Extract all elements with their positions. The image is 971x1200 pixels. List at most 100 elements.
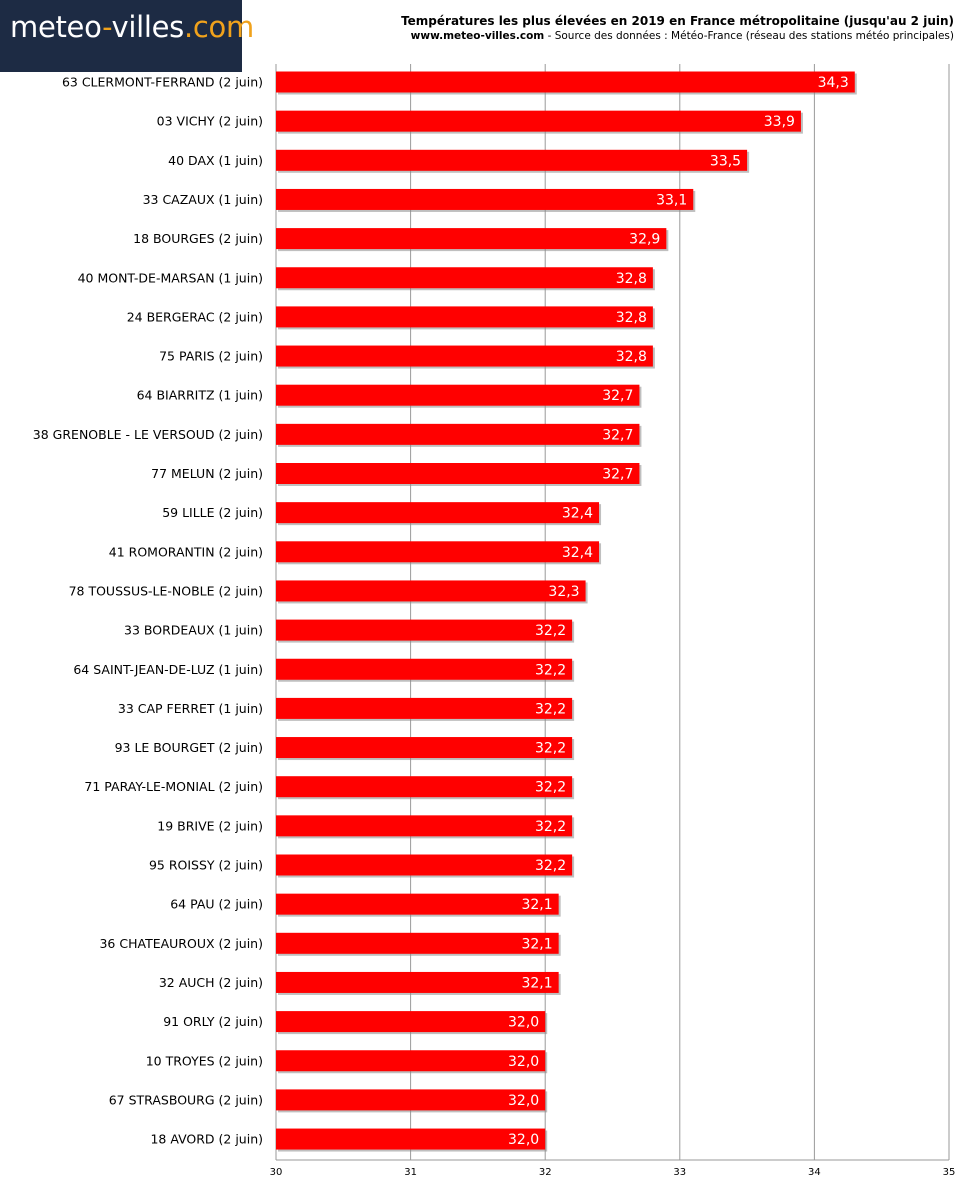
bar-value-label: 32,4: [562, 506, 593, 522]
site-logo: meteo-villes.com: [0, 0, 254, 72]
x-tick-label: 30: [270, 1167, 283, 1178]
bar-value-label: 32,8: [616, 349, 647, 365]
category-label: 33 CAP FERRET (1 juin): [118, 701, 263, 716]
bar: [276, 1011, 546, 1033]
bar: [276, 502, 600, 524]
x-tick-label: 32: [539, 1167, 552, 1178]
bar: [276, 345, 653, 367]
category-label: 40 MONT-DE-MARSAN (1 juin): [78, 270, 263, 285]
category-label: 19 BRIVE (2 juin): [157, 818, 263, 833]
logo-part-meteo: meteo: [10, 10, 103, 44]
bar-value-label: 32,0: [508, 1015, 539, 1031]
bar-value-label: 32,0: [508, 1054, 539, 1070]
bar-value-label: 33,5: [710, 153, 741, 169]
bar: [276, 1089, 546, 1111]
bar: [276, 541, 600, 563]
bar: [276, 815, 573, 837]
bar-value-label: 32,2: [535, 662, 566, 678]
site-url: www.meteo-villes.com: [410, 30, 545, 42]
bar: [276, 854, 573, 876]
bar: [276, 463, 640, 484]
x-tick-label: 35: [943, 1167, 956, 1178]
logo-part-villes: villes: [111, 10, 184, 44]
bar: [276, 697, 573, 719]
bar-value-label: 33,1: [656, 192, 687, 208]
bar: [276, 580, 586, 602]
category-label: 40 DAX (1 juin): [168, 153, 263, 168]
bar-value-label: 33,9: [764, 114, 795, 130]
bar: [276, 188, 694, 210]
bar: [276, 267, 653, 289]
chart-subtitle: www.meteo-villes.com - Source des donnée…: [411, 30, 954, 42]
bar-value-label: 32,1: [521, 897, 552, 913]
bar-value-label: 32,1: [521, 936, 552, 952]
logo-text: meteo-villes.com: [10, 10, 254, 44]
category-label: 91 ORLY (2 juin): [163, 1014, 263, 1029]
bar: [276, 423, 640, 445]
bar: [276, 228, 667, 250]
data-source: - Source des données : Météo-France (rés…: [544, 30, 954, 42]
x-tick-label: 33: [673, 1167, 686, 1178]
category-label: 67 STRASBOURG (2 juin): [109, 1092, 263, 1107]
category-label: 71 PARAY-LE-MONIAL (2 juin): [84, 779, 263, 794]
category-label: 41 ROMORANTIN (2 juin): [109, 544, 263, 559]
category-label: 64 SAINT-JEAN-DE-LUZ (1 juin): [73, 662, 263, 677]
category-label: 78 TOUSSUS-LE-NOBLE (2 juin): [69, 583, 263, 598]
bar: [276, 1050, 546, 1072]
category-label: 93 LE BOURGET (2 juin): [115, 740, 263, 755]
bar-value-label: 32,0: [508, 1132, 539, 1148]
bar: [276, 932, 559, 954]
bar: [276, 149, 748, 171]
bar-value-label: 32,1: [521, 975, 552, 991]
bar: [276, 776, 573, 798]
bar: [276, 658, 573, 680]
bar-value-label: 32,8: [616, 271, 647, 287]
bar-value-label: 32,3: [548, 584, 579, 600]
logo-dash: -: [102, 10, 112, 44]
bar-value-label: 32,2: [535, 780, 566, 796]
bar-value-label: 32,4: [562, 545, 593, 561]
category-label: 63 CLERMONT-FERRAND (2 juin): [62, 75, 263, 90]
bar: [276, 71, 855, 93]
bar-value-label: 32,8: [616, 310, 647, 326]
bar-value-label: 32,0: [508, 1093, 539, 1109]
bar: [276, 384, 640, 406]
category-label: 75 PARIS (2 juin): [159, 349, 263, 364]
bar: [276, 110, 801, 132]
bar-value-label: 32,2: [535, 701, 566, 717]
bar-value-label: 32,7: [602, 427, 633, 443]
bar-value-label: 32,7: [602, 467, 633, 483]
category-label: 64 PAU (2 juin): [170, 897, 263, 912]
chart-title: Températures les plus élevées en 2019 en…: [401, 14, 954, 28]
category-label: 18 BOURGES (2 juin): [133, 231, 263, 246]
category-label: 77 MELUN (2 juin): [151, 466, 263, 481]
bar: [276, 306, 653, 328]
bar-value-label: 32,2: [535, 623, 566, 639]
category-label: 64 BIARRITZ (1 juin): [137, 388, 263, 403]
category-label: 03 VICHY (2 juin): [157, 114, 263, 129]
category-label: 24 BERGERAC (2 juin): [127, 309, 263, 324]
category-label: 10 TROYES (2 juin): [146, 1053, 263, 1068]
x-tick-label: 31: [404, 1167, 417, 1178]
bar-value-label: 32,2: [535, 858, 566, 874]
bar-value-label: 32,2: [535, 741, 566, 757]
category-label: 33 BORDEAUX (1 juin): [124, 623, 263, 638]
bar: [276, 893, 559, 915]
bar: [276, 1128, 546, 1150]
x-tick-label: 34: [808, 1167, 821, 1178]
bar-value-label: 32,2: [535, 819, 566, 835]
category-label: 18 AVORD (2 juin): [150, 1132, 263, 1147]
category-label: 38 GRENOBLE - LE VERSOUD (2 juin): [33, 427, 263, 442]
bar: [276, 971, 559, 993]
category-label: 95 ROISSY (2 juin): [149, 858, 263, 873]
bar-value-label: 32,7: [602, 388, 633, 404]
bar: [276, 619, 573, 641]
category-label: 36 CHATEAUROUX (2 juin): [99, 936, 263, 951]
logo-part-com: .com: [183, 10, 254, 44]
category-label: 59 LILLE (2 juin): [162, 505, 263, 520]
category-label: 32 AUCH (2 juin): [159, 975, 263, 990]
bar: [276, 737, 573, 759]
bar-value-label: 34,3: [818, 75, 849, 91]
bar-value-label: 32,9: [629, 232, 660, 248]
